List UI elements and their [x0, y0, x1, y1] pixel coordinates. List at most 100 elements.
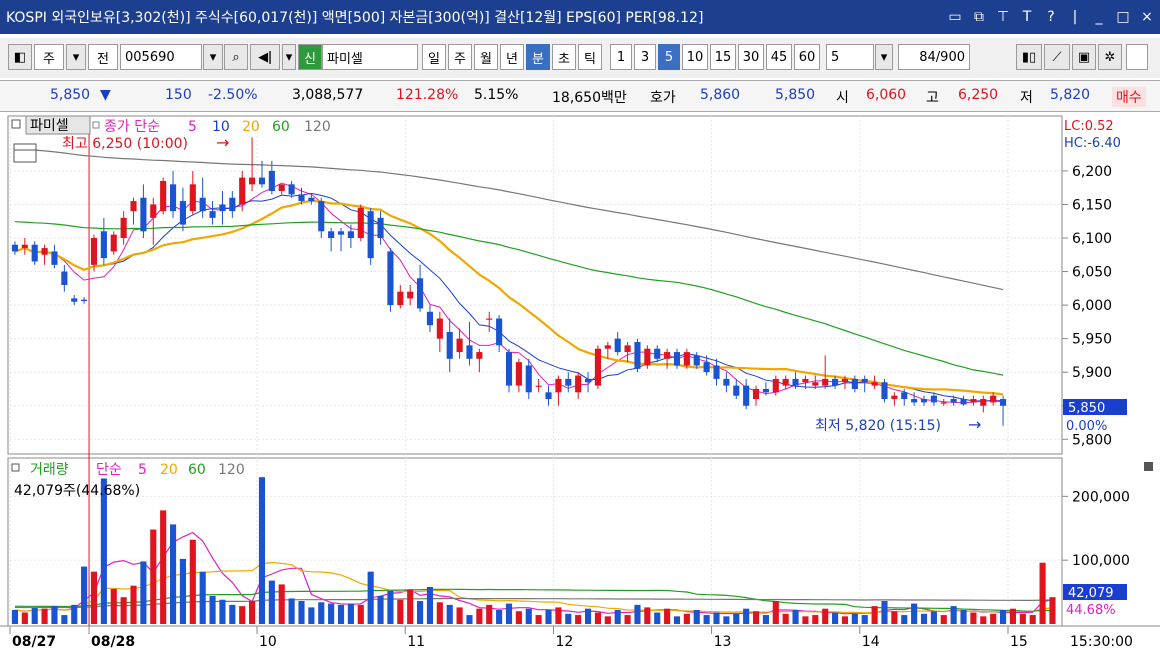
bar-count-total: /900 [935, 49, 965, 65]
hc-label: HC:-6.40 [1064, 136, 1121, 151]
x-tick-label: 10 [259, 634, 277, 650]
separator: | [1072, 9, 1078, 25]
pane-collapse-icon[interactable] [11, 119, 21, 129]
interval-10[interactable]: 10 [682, 44, 708, 70]
type-dropdown-icon[interactable]: ▾ [66, 44, 86, 70]
type2-button[interactable]: 전 [88, 44, 118, 70]
interval-30[interactable]: 30 [738, 44, 764, 70]
help-icon[interactable]: ? [1047, 9, 1055, 25]
volume-annotation: 42,079주(44.68%) [14, 483, 140, 499]
interval-5[interactable]: 5 [658, 44, 680, 70]
volume-bar [920, 613, 928, 624]
volume-bar [515, 611, 522, 624]
candle-body [249, 177, 256, 185]
ma-line-10 [14, 192, 1004, 403]
period-minute[interactable]: 분 [526, 44, 550, 70]
high-annotation: 최고 6,250 (10:00) [62, 136, 188, 152]
maximize-icon[interactable]: □ [1116, 9, 1130, 25]
price-tick-label: 5,800 [1072, 432, 1112, 448]
x-tick-label: 14 [862, 634, 880, 650]
option-checkbox[interactable] [1126, 44, 1148, 70]
candle-body [841, 378, 849, 383]
interval-label: 1 [616, 49, 626, 65]
speaker-dropdown-icon[interactable]: ▾ [282, 44, 296, 70]
candle-body [940, 402, 947, 404]
candle-body [229, 197, 236, 212]
volume-legend-title: 거래량 [30, 462, 69, 478]
volume-bar [71, 604, 78, 624]
volume-bar [950, 606, 957, 624]
font-icon[interactable]: T [1022, 9, 1032, 25]
volume-ma-120: 120 [218, 462, 245, 478]
period-second[interactable]: 초 [552, 44, 576, 70]
search-icon[interactable]: ⌕ [224, 44, 248, 70]
candle-body [61, 271, 68, 285]
volume-bar [308, 607, 315, 624]
candle-body [21, 244, 28, 249]
window-icon[interactable]: ▭ [948, 9, 962, 25]
stock-name-tag: 파미셀 [30, 118, 69, 134]
volume-pane-close-icon[interactable] [1144, 462, 1153, 471]
period-week[interactable]: 주 [448, 44, 472, 70]
candle-body [535, 385, 542, 387]
speaker-icon[interactable]: ◀ǀ [250, 44, 280, 70]
buy-button[interactable]: 매수 [1112, 87, 1146, 107]
gear-icon[interactable]: ✲ [1098, 44, 1122, 70]
volume-bar [575, 615, 582, 624]
volume-bar [367, 571, 374, 624]
lc-label: LC:0.52 [1064, 119, 1114, 134]
interval-3[interactable]: 3 [634, 44, 656, 70]
volume-bar [565, 613, 572, 624]
interval-60[interactable]: 60 [794, 44, 820, 70]
interval-dropdown-icon[interactable]: ▾ [875, 44, 893, 70]
code-dropdown-icon[interactable]: ▾ [203, 44, 223, 70]
pin-icon[interactable]: ⊤ [996, 9, 1010, 25]
period-year[interactable]: 년 [500, 44, 524, 70]
candle-style-icon[interactable]: ▮▯ [1016, 44, 1042, 70]
volume-ma-20: 20 [160, 462, 178, 478]
interval-45[interactable]: 45 [766, 44, 792, 70]
volume-ma-line-60 [14, 588, 1053, 612]
low-arrow-icon: → [968, 415, 981, 434]
volume-bar [179, 558, 186, 624]
candle-body [782, 378, 789, 386]
type2-label: 전 [97, 51, 109, 67]
stock-code-input[interactable]: 005690 [120, 44, 202, 70]
stock-name-field[interactable]: 파미셀 [322, 44, 418, 70]
period-day[interactable]: 일 [422, 44, 446, 70]
price-pane-frame [7, 115, 1063, 455]
stock-chart[interactable]: 6,200 6,150 6,100 6,050 6,000 5,950 5,900 5,850… [0, 114, 1160, 656]
volume-bar [496, 609, 503, 624]
x-tick-label: 08/27 [12, 634, 56, 650]
candle-body [515, 362, 522, 386]
close-icon[interactable]: × [1141, 9, 1153, 25]
candle-body [347, 231, 354, 238]
volume-bar [466, 615, 473, 624]
candle-body [594, 348, 601, 386]
copy-window-icon[interactable]: ⧉ [974, 9, 984, 25]
volume-bar [693, 609, 700, 624]
volume-bar [851, 613, 858, 624]
candle-body [219, 204, 226, 212]
interval-15[interactable]: 15 [710, 44, 736, 70]
line-tool-icon[interactable]: ⟋ [1044, 44, 1070, 70]
minimize-icon[interactable]: _ [1095, 9, 1103, 25]
period-tick[interactable]: 틱 [578, 44, 602, 70]
chart-menu-icon[interactable]: ◧ [8, 44, 32, 70]
calendar-icon[interactable] [13, 143, 37, 163]
save-icon[interactable]: ▣ [1072, 44, 1096, 70]
volume-bar [120, 597, 127, 624]
bar-count-field[interactable]: 84/900 [898, 44, 970, 70]
candle-body [743, 385, 750, 406]
price-tick-label: 6,200 [1072, 164, 1112, 180]
interval-1[interactable]: 1 [610, 44, 632, 70]
volume-bar [634, 604, 641, 624]
interval-input[interactable]: 5 [826, 44, 874, 70]
candle-body [920, 399, 928, 403]
candle-body [357, 207, 364, 238]
volume-pane-collapse-icon[interactable] [11, 463, 20, 472]
type-select[interactable]: 주 [34, 44, 64, 70]
candle-body [644, 348, 651, 366]
candle-body [407, 291, 414, 299]
period-month[interactable]: 월 [474, 44, 498, 70]
